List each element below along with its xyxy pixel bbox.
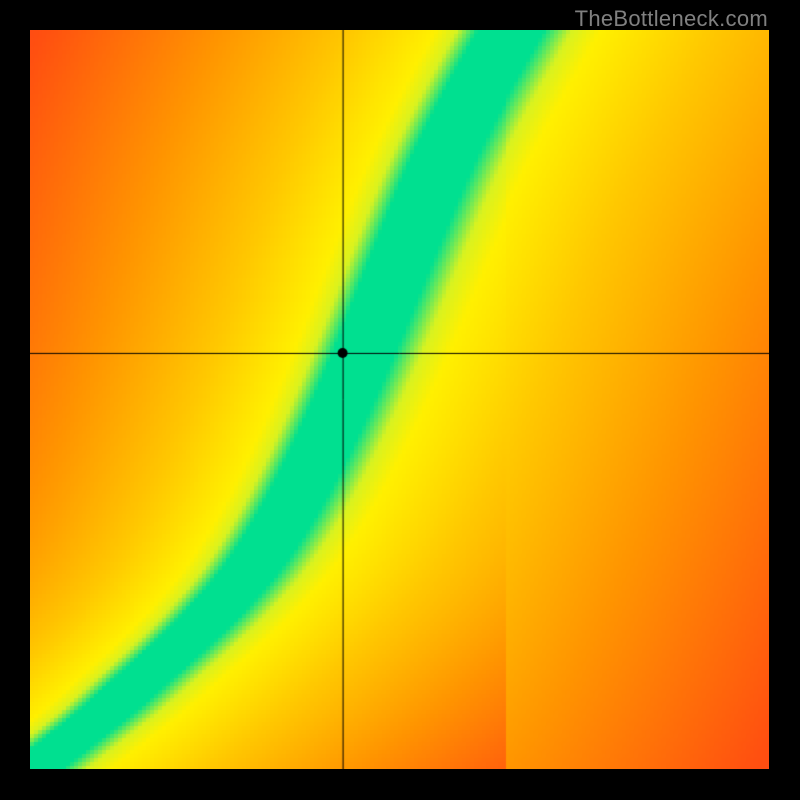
- watermark-text: TheBottleneck.com: [575, 6, 768, 32]
- chart-container: TheBottleneck.com: [0, 0, 800, 800]
- bottleneck-heatmap: [30, 30, 769, 769]
